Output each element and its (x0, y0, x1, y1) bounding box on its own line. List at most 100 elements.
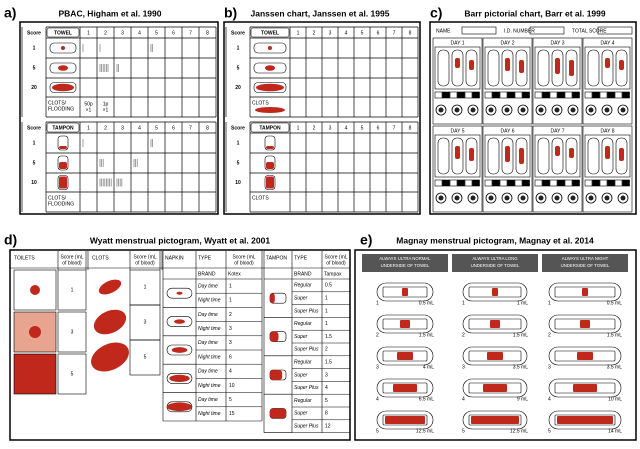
amount: 10 mL (608, 396, 622, 402)
tally-box (584, 179, 593, 187)
column-header: UNDERSIDE OF TOWEL (471, 263, 520, 268)
pad-icon (587, 137, 600, 175)
tally-box (472, 91, 480, 99)
score: 5 (237, 65, 240, 71)
tally-box (549, 179, 558, 187)
day-label: DAY 2 (501, 40, 515, 46)
header-box (250, 122, 290, 133)
tally-box (607, 179, 615, 187)
blood-stain (176, 291, 183, 295)
amount: 9 mL (517, 396, 528, 402)
blood-stain (490, 320, 500, 328)
type: Night time (198, 354, 221, 360)
column-header: Score (27, 125, 41, 131)
column-header: Score (mL (133, 254, 156, 260)
score: 4 (325, 385, 328, 391)
towel-core (554, 286, 616, 298)
tampon-face-core (520, 195, 526, 201)
column-header: TYPE (198, 255, 212, 261)
tampon-face-core (504, 107, 510, 113)
tally-box (499, 91, 508, 99)
blood-stain (555, 58, 560, 74)
tally-box (484, 179, 493, 187)
amount: 4 mL (423, 364, 434, 370)
tampon-face-core (588, 195, 594, 201)
row-number: 4 (462, 396, 465, 402)
column-header: 6 (377, 30, 380, 36)
type: Regular (294, 360, 312, 366)
score: 5 (33, 65, 36, 71)
blood-stain (270, 370, 283, 380)
blood-stain (256, 83, 284, 92)
note: ×1 (103, 107, 109, 113)
tampon-face-core (538, 107, 544, 113)
column-header: 2 (104, 30, 107, 36)
field-box (529, 26, 565, 35)
tally-box (499, 179, 508, 187)
score: 10 (229, 383, 235, 389)
towel-core (382, 286, 428, 298)
column-header: Score (mL (60, 254, 83, 260)
score: 1 (33, 45, 36, 51)
column-header: 2 (313, 125, 316, 131)
day-cell (432, 125, 483, 213)
column-header: TAMPON (52, 125, 74, 131)
towel-core (382, 318, 428, 330)
blood-stain (52, 83, 74, 92)
clot-icon (91, 342, 129, 372)
tally-box (464, 179, 473, 187)
blood-stain (30, 285, 40, 295)
column-header: ALWAYS ULTRA NIGHT (562, 256, 609, 261)
tally-box (434, 179, 443, 187)
tally-box (607, 91, 615, 99)
tampon-face-core (438, 195, 444, 201)
score: 1 (237, 140, 240, 146)
type: Day time (198, 369, 218, 375)
tally-box (564, 91, 573, 99)
tally-box (507, 91, 515, 99)
panel-label: a) (4, 5, 16, 21)
type: Day time (198, 397, 218, 403)
tally-box (592, 179, 600, 187)
score: 1 (237, 45, 240, 51)
row-number: 1 (548, 300, 551, 306)
row-number: 1 (376, 300, 379, 306)
blood-stain (455, 146, 460, 159)
pad-icon (437, 137, 450, 175)
amount: 1.5 mL (607, 332, 623, 338)
tally-box (534, 91, 543, 99)
score: 5 (33, 160, 36, 166)
tampon-face-core (488, 195, 494, 201)
tally-box (507, 179, 515, 187)
panel-title: Janssen chart, Janssen et al. 1995 (251, 8, 390, 18)
tally-box (564, 179, 573, 187)
type: Regular (294, 398, 312, 404)
score: 2 (325, 347, 328, 353)
amount: 12.5 mL (416, 428, 434, 434)
score: 3 (71, 329, 74, 335)
towel-core (468, 318, 522, 330)
amount: 6.5 mL (419, 396, 435, 402)
row-number: 3 (376, 364, 379, 370)
tampon-face-core (570, 107, 576, 113)
form-field: NAME (436, 28, 451, 34)
column-header: TAMPON (259, 125, 281, 131)
column-header: TOWEL (54, 30, 72, 36)
score: 3 (229, 326, 232, 332)
column-header-box (452, 254, 538, 272)
score: 4 (229, 369, 232, 375)
column-header: UNDERSIDE OF TOWEL (561, 263, 610, 268)
blood-stain (505, 146, 510, 162)
blood-stain (577, 352, 593, 360)
pad-icon (437, 49, 450, 87)
day-cell (482, 125, 533, 213)
blood-stain (605, 58, 610, 68)
column-header: of blood) (326, 260, 346, 266)
day-label: DAY 3 (551, 40, 565, 46)
blood-stain (266, 176, 274, 189)
clots-label: CLOTS/ (48, 100, 67, 106)
score: 1 (325, 321, 328, 327)
clots-label: FLOODING (48, 201, 74, 207)
panel-title: PBAC, Higham et al. 1990 (59, 8, 162, 18)
column-header: 7 (393, 30, 396, 36)
